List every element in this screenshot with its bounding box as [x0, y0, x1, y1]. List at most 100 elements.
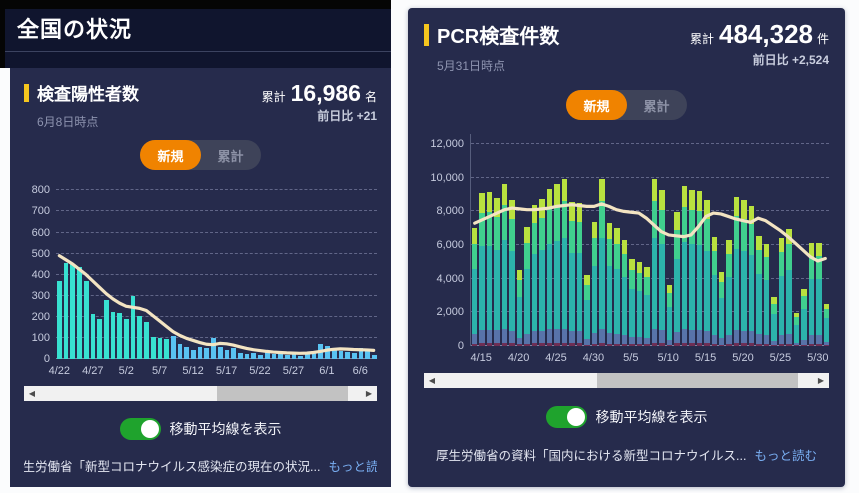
bar[interactable] [117, 312, 123, 359]
bar[interactable] [636, 261, 643, 346]
bar[interactable] [305, 353, 310, 359]
bar[interactable] [217, 347, 223, 359]
bar[interactable] [137, 315, 143, 359]
bar[interactable] [231, 348, 236, 359]
scrollbar-track[interactable] [40, 386, 361, 401]
bar[interactable] [801, 288, 807, 346]
bar[interactable] [486, 192, 493, 346]
bar[interactable] [110, 311, 116, 359]
bar[interactable] [224, 349, 230, 359]
bar[interactable] [778, 238, 785, 346]
bar[interactable] [733, 197, 740, 346]
bar[interactable] [479, 192, 485, 346]
bar[interactable] [311, 352, 317, 359]
bar[interactable] [97, 318, 102, 359]
toggle-new-button[interactable]: 新規 [140, 140, 201, 170]
bar[interactable] [130, 295, 136, 359]
bar[interactable] [644, 266, 650, 346]
bar[interactable] [338, 350, 344, 359]
bar[interactable] [472, 228, 478, 346]
bar[interactable] [284, 354, 290, 359]
bar[interactable] [318, 344, 324, 359]
moving-average-switch[interactable] [119, 418, 161, 440]
scrollbar-thumb[interactable] [216, 386, 349, 401]
bar[interactable] [741, 200, 747, 346]
scrollbar-thumb[interactable] [596, 373, 799, 388]
bar[interactable] [576, 202, 583, 346]
bar[interactable] [726, 240, 732, 346]
bar[interactable] [771, 297, 777, 346]
read-more-link[interactable]: もっと読む [754, 449, 817, 463]
bar[interactable] [696, 191, 703, 346]
bar[interactable] [204, 348, 210, 359]
bar[interactable] [546, 188, 553, 346]
bar[interactable] [584, 275, 590, 346]
bar[interactable] [244, 353, 250, 359]
bar[interactable] [509, 199, 515, 346]
bar[interactable] [191, 349, 196, 359]
bar[interactable] [358, 348, 364, 359]
bar[interactable] [599, 179, 605, 346]
bar[interactable] [264, 351, 270, 359]
bar[interactable] [372, 354, 377, 359]
bar[interactable] [150, 336, 156, 359]
bar[interactable] [681, 186, 688, 346]
bar[interactable] [651, 179, 658, 346]
bar[interactable] [666, 285, 673, 346]
scrollbar-left-arrow-icon[interactable]: ◀ [424, 373, 440, 388]
bar[interactable] [325, 346, 330, 359]
bar[interactable] [237, 352, 243, 359]
bar[interactable] [365, 349, 371, 359]
toggle-new-button[interactable]: 新規 [566, 90, 627, 120]
bar[interactable] [57, 281, 62, 359]
scrollbar-right-arrow-icon[interactable]: ▶ [361, 386, 377, 401]
bar[interactable] [614, 228, 620, 346]
bar[interactable] [157, 337, 163, 359]
bar[interactable] [554, 184, 560, 346]
bar[interactable] [70, 264, 76, 359]
bar[interactable] [251, 352, 257, 359]
bar[interactable] [77, 267, 82, 359]
bar[interactable] [711, 236, 717, 346]
read-more-link[interactable]: もっと読む [328, 460, 377, 474]
bar[interactable] [291, 353, 297, 359]
horizontal-scrollbar[interactable]: ◀ ▶ [424, 373, 829, 388]
bar[interactable] [164, 338, 169, 359]
bar[interactable] [516, 270, 523, 346]
bar[interactable] [793, 313, 800, 346]
bar[interactable] [144, 322, 149, 359]
bar[interactable] [83, 281, 89, 359]
bar[interactable] [823, 303, 830, 346]
bar[interactable] [184, 347, 190, 359]
bar[interactable] [816, 242, 822, 346]
bar[interactable] [659, 189, 665, 346]
bar[interactable] [561, 179, 568, 346]
bar[interactable] [718, 271, 725, 346]
bar[interactable] [808, 243, 815, 346]
horizontal-scrollbar[interactable]: ◀ ▶ [24, 386, 377, 401]
bar[interactable] [345, 351, 350, 359]
bar[interactable] [177, 344, 183, 359]
bar[interactable] [258, 354, 263, 359]
bar[interactable] [298, 355, 304, 359]
bar[interactable] [569, 202, 575, 346]
bar[interactable] [591, 222, 598, 346]
bar[interactable] [103, 299, 109, 359]
bar[interactable] [197, 347, 203, 359]
bar[interactable] [124, 318, 129, 359]
scrollbar-left-arrow-icon[interactable]: ◀ [24, 386, 40, 401]
toggle-cumulative-button[interactable]: 累計 [217, 148, 244, 164]
moving-average-switch[interactable] [545, 406, 587, 428]
toggle-cumulative-button[interactable]: 累計 [643, 98, 670, 114]
scrollbar-track[interactable] [440, 373, 813, 388]
scrollbar-right-arrow-icon[interactable]: ▶ [813, 373, 829, 388]
bar[interactable] [351, 352, 357, 359]
bar[interactable] [629, 258, 635, 346]
bar[interactable] [524, 227, 530, 346]
bar[interactable] [271, 353, 277, 359]
bar[interactable] [704, 199, 710, 346]
bar[interactable] [606, 223, 613, 346]
bar[interactable] [763, 244, 770, 346]
bar[interactable] [674, 212, 680, 346]
bar[interactable] [278, 353, 283, 359]
